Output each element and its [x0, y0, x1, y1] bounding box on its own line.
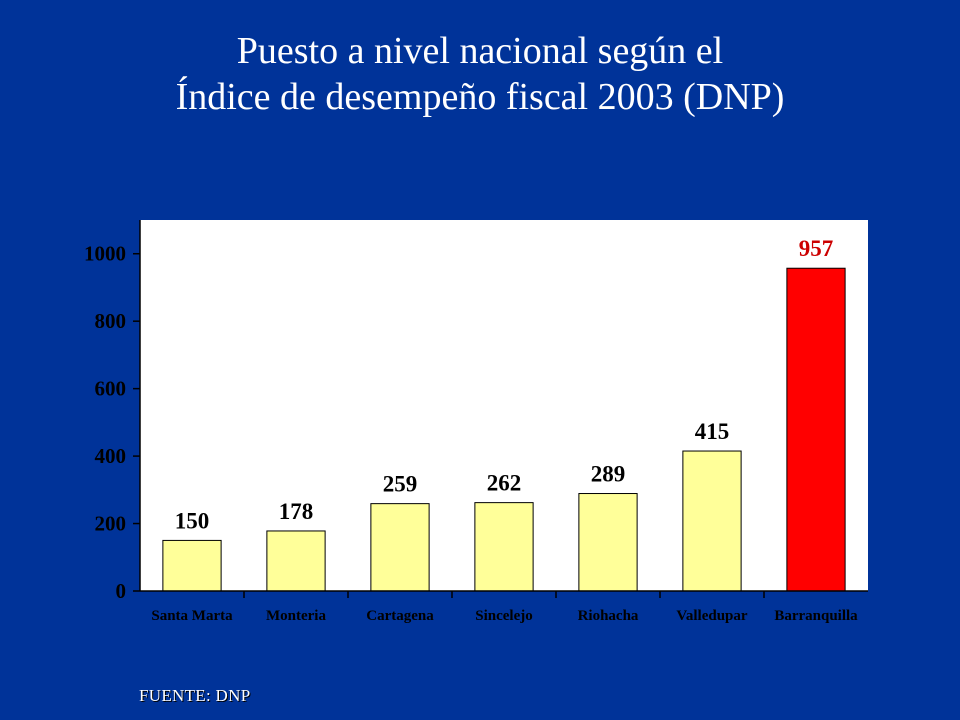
- bar: [474, 502, 534, 592]
- y-tick-label: 0: [116, 579, 127, 603]
- y-tick-label: 1000: [84, 242, 126, 266]
- x-tick-label: Barranquilla: [774, 608, 858, 624]
- bar: [578, 493, 638, 592]
- bar: [370, 503, 430, 592]
- title-line-2: Índice de desempeño fiscal 2003 (DNP): [175, 76, 785, 118]
- x-tick-label: Riohacha: [578, 608, 639, 624]
- x-tick-label: Monteria: [266, 608, 326, 624]
- y-tick-label: 800: [95, 309, 127, 333]
- data-label: 259: [383, 472, 418, 497]
- y-tick-label: 400: [95, 444, 127, 468]
- x-tick-label: Cartagena: [366, 608, 434, 624]
- chart-title: Puesto a nivel nacional según el Índice …: [0, 28, 960, 120]
- bar: [266, 530, 326, 592]
- x-tick-label: Santa Marta: [151, 608, 233, 624]
- data-label: 289: [591, 462, 626, 487]
- bar: [786, 267, 846, 592]
- data-label: 262: [487, 471, 522, 496]
- y-tick-label: 600: [95, 377, 127, 401]
- bar: [682, 450, 742, 592]
- y-tick-label: 200: [95, 512, 127, 536]
- data-label: 415: [695, 419, 730, 444]
- data-label: 178: [279, 499, 314, 524]
- title-line-1: Puesto a nivel nacional según el: [236, 30, 724, 72]
- source-note: FUENTE: DNP: [139, 686, 251, 705]
- data-label: 957: [799, 236, 834, 261]
- x-tick-label: Valledupar: [676, 608, 747, 624]
- data-label: 150: [175, 508, 210, 533]
- bar: [162, 539, 222, 592]
- x-tick-label: Sincelejo: [475, 608, 533, 624]
